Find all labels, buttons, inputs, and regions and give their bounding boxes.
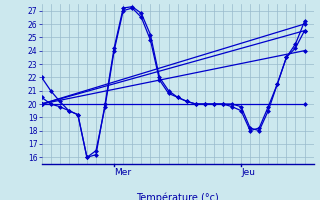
Text: Mer: Mer [114, 168, 131, 177]
Text: Température (°c): Température (°c) [136, 193, 219, 200]
Text: Jeu: Jeu [241, 168, 255, 177]
